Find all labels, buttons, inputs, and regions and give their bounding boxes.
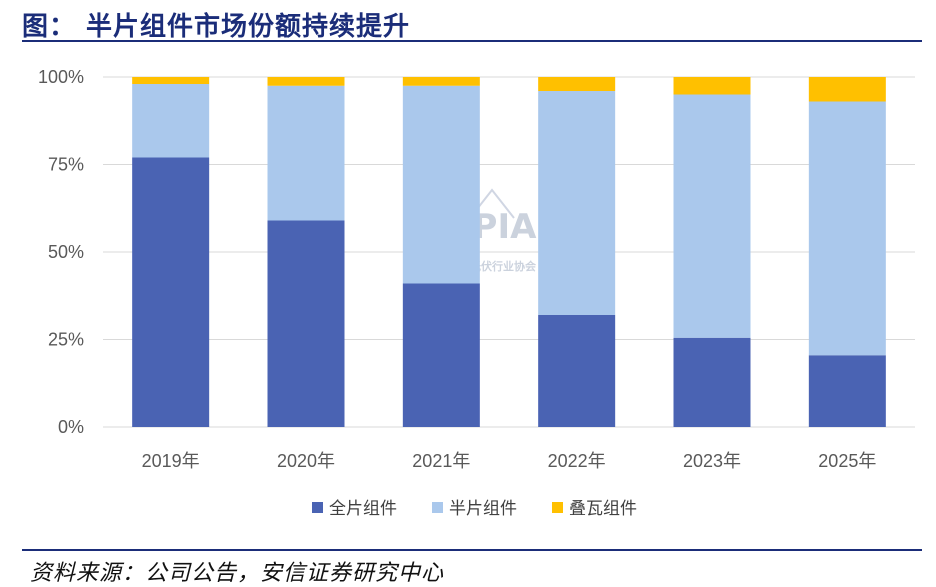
bar-segment-half [673,94,751,338]
y-tick-label: 50% [48,242,84,262]
x-tick-label: 2025年 [818,451,876,471]
bar-segment-half [402,85,480,284]
y-tick-label: 0% [58,417,84,437]
y-tick-label: 25% [48,330,84,350]
bar-segment-shingled [538,77,616,91]
x-tick-label: 2019年 [142,451,200,471]
legend-swatch [432,502,443,513]
bar-segment-half [132,84,210,158]
legend-label: 半片组件 [449,499,517,519]
y-axis-ticks: 0% 25% 50% 75% 100% [38,67,84,437]
x-tick-label: 2020年 [277,451,335,471]
source-note: 资料来源：公司公告，安信证券研究中心 [30,561,445,586]
bar-segment-full [673,337,751,427]
chart-title: 图： 半片组件市场份额持续提升 [22,12,411,42]
title-rule [22,40,922,42]
legend-swatch [312,502,323,513]
bars [132,77,886,427]
bar-segment-shingled [673,77,751,95]
legend-swatch [552,502,563,513]
x-tick-label: 2022年 [548,451,606,471]
bar-segment-shingled [267,77,345,86]
bar-segment-full [808,355,886,427]
bar-segment-half [538,91,616,315]
y-tick-label: 100% [38,67,84,87]
x-tick-label: 2023年 [683,451,741,471]
stacked-bar-chart: CPIA 中国光伏行业协会 0%25%50%75%100% 2019年 2020年… [38,67,915,519]
footer-rule [22,549,922,551]
legend-label: 叠瓦组件 [569,499,637,519]
gridlines [103,76,915,428]
bar-segment-full [132,157,210,427]
bar-segment-half [267,85,345,221]
legend-label: 全片组件 [329,499,397,519]
legend: 全片组件 半片组件 叠瓦组件 [312,499,637,519]
bar-segment-shingled [402,77,480,86]
y-tick-label: 75% [48,155,84,175]
bar-segment-shingled [808,77,886,102]
bar-segment-full [402,283,480,427]
bar-segment-full [267,220,345,427]
bar-segment-full [538,315,616,427]
x-tick-label: 2021年 [412,451,470,471]
bar-segment-half [808,101,886,356]
bar-segment-shingled [132,77,210,84]
x-axis-ticks: 2019年 2020年 2021年 2022年 2023年 2025年 [142,451,877,471]
